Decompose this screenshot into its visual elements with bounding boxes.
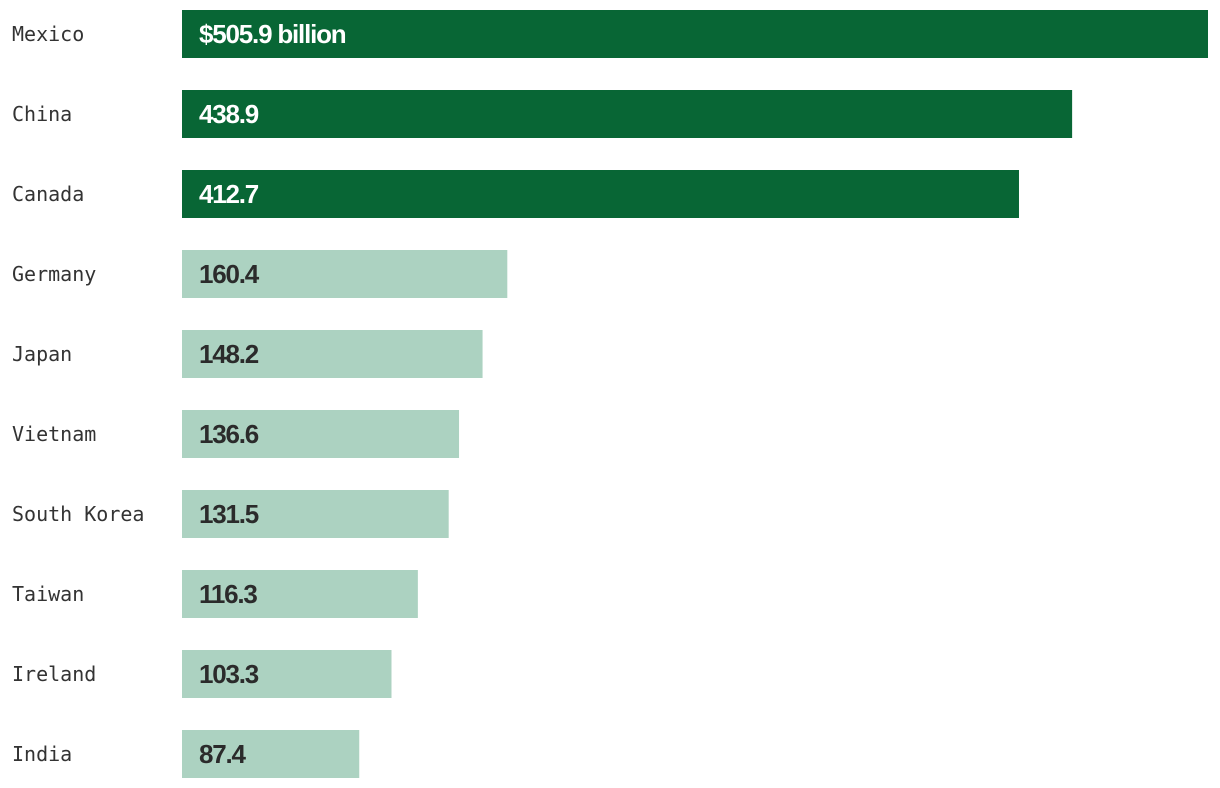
bar-south-korea [182,490,449,538]
bar-row-canada: Canada 412.7 [12,170,1019,218]
value-label-ireland: 103.3 [199,659,259,689]
category-label-canada: Canada [12,182,84,206]
bar-china [182,90,1073,138]
category-label-india: India [12,742,72,766]
category-label-vietnam: Vietnam [12,422,96,446]
value-label-japan: 148.2 [199,339,259,369]
bar-row-germany: Germany 160.4 [12,250,508,298]
category-label-ireland: Ireland [12,662,96,686]
bar-row-china: China 438.9 [12,90,1073,138]
value-label-india: 87.4 [199,739,247,769]
category-label-japan: Japan [12,342,72,366]
bar-row-japan: Japan 148.2 [12,330,483,378]
bar-japan [182,330,483,378]
category-label-mexico: Mexico [12,22,84,46]
category-label-south-korea: South Korea [12,502,144,526]
bar-taiwan [182,570,418,618]
bar-row-ireland: Ireland 103.3 [12,650,392,698]
category-label-china: China [12,102,72,126]
bar-mexico [182,10,1208,58]
bar-row-taiwan: Taiwan 116.3 [12,570,418,618]
bar-germany [182,250,508,298]
value-label-canada: 412.7 [199,179,259,209]
bar-ireland [182,650,392,698]
category-label-taiwan: Taiwan [12,582,84,606]
value-label-germany: 160.4 [199,259,260,289]
value-label-vietnam: 136.6 [199,419,259,449]
value-label-south-korea: 131.5 [199,499,259,529]
bar-row-vietnam: Vietnam 136.6 [12,410,460,458]
category-label-germany: Germany [12,262,96,286]
bar-row-south-korea: South Korea 131.5 [12,490,449,538]
bar-vietnam [182,410,460,458]
bar-row-mexico: Mexico $505.9 billion [12,10,1208,58]
value-label-china: 438.9 [199,99,259,129]
bar-canada [182,170,1019,218]
value-label-taiwan: 116.3 [199,579,257,609]
bar-india [182,730,360,778]
value-label-mexico: $505.9 billion [199,19,346,49]
bar-row-india: India 87.4 [12,730,360,778]
